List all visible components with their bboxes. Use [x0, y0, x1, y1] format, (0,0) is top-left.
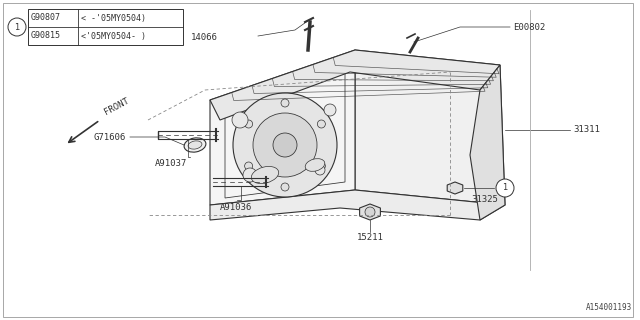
Circle shape [317, 120, 325, 128]
Text: 14066: 14066 [191, 33, 218, 42]
Text: 1: 1 [14, 22, 20, 31]
Circle shape [324, 104, 336, 116]
Polygon shape [210, 50, 355, 205]
Circle shape [244, 120, 253, 128]
Polygon shape [360, 204, 380, 220]
Circle shape [232, 112, 248, 128]
Circle shape [273, 133, 297, 157]
Bar [28, 9, 183, 45]
Ellipse shape [184, 138, 206, 152]
Circle shape [281, 99, 289, 107]
Circle shape [315, 165, 325, 175]
Text: G71606: G71606 [93, 132, 126, 141]
Text: <'05MY0504- ): <'05MY0504- ) [81, 31, 146, 41]
Text: G90807: G90807 [31, 13, 61, 22]
Text: A91037: A91037 [155, 159, 188, 169]
Circle shape [8, 18, 26, 36]
Text: 15211: 15211 [356, 233, 383, 242]
Text: 31311: 31311 [573, 125, 600, 134]
Polygon shape [210, 190, 505, 220]
Circle shape [253, 113, 317, 177]
Circle shape [244, 162, 253, 170]
Ellipse shape [252, 166, 278, 184]
Polygon shape [210, 50, 500, 120]
Text: A91036: A91036 [220, 204, 252, 212]
Text: < -'05MY0504): < -'05MY0504) [81, 13, 146, 22]
Circle shape [317, 162, 325, 170]
Text: 31325: 31325 [471, 196, 498, 204]
Text: G90815: G90815 [31, 31, 61, 41]
Text: E00802: E00802 [513, 22, 545, 31]
Circle shape [233, 93, 337, 197]
Text: FRONT: FRONT [103, 96, 131, 117]
Polygon shape [470, 65, 505, 220]
Text: 1: 1 [502, 183, 508, 193]
Circle shape [281, 183, 289, 191]
Ellipse shape [188, 141, 202, 149]
Circle shape [365, 207, 375, 217]
Circle shape [243, 168, 257, 182]
Text: A154001193: A154001193 [586, 303, 632, 312]
Polygon shape [447, 182, 463, 194]
Circle shape [496, 179, 514, 197]
Polygon shape [355, 50, 505, 205]
Ellipse shape [305, 159, 324, 171]
